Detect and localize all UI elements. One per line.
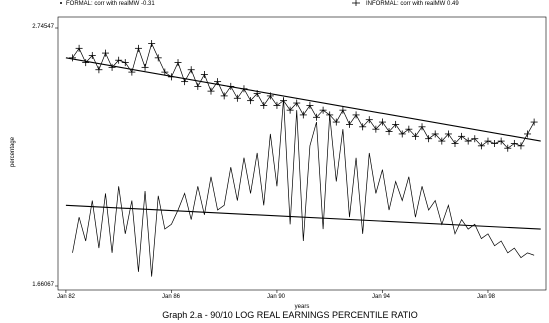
data-point-informal <box>464 137 472 145</box>
data-point-informal <box>187 66 195 74</box>
data-point-informal <box>471 135 479 143</box>
chart-title: Graph 2.a - 90/10 LOG REAL EARNINGS PERC… <box>162 310 418 320</box>
data-point-informal <box>247 97 255 105</box>
x-axis-label: years <box>295 304 310 310</box>
legend-marker-formal <box>60 2 62 4</box>
data-point-informal <box>286 106 294 114</box>
data-point-informal <box>75 44 83 52</box>
data-point-informal <box>405 125 413 133</box>
data-point-informal <box>200 70 208 78</box>
data-point-informal <box>339 106 347 114</box>
data-point-informal <box>220 92 228 100</box>
data-point-informal <box>418 123 426 131</box>
series-markers <box>69 40 538 152</box>
data-point-informal <box>491 139 499 147</box>
y-tick-label-bottom: 1.66067 <box>32 282 54 288</box>
data-point-informal <box>458 132 466 140</box>
data-point-informal <box>378 118 386 126</box>
data-point-informal <box>227 82 235 90</box>
data-point-informal <box>141 63 149 71</box>
data-point-informal <box>451 139 459 147</box>
legend-label-informal: INFORMAL: corr with realMW 0.49 <box>366 1 459 7</box>
data-point-informal <box>128 68 136 76</box>
data-point-informal <box>524 130 532 138</box>
data-point-informal <box>233 94 241 102</box>
x-tick-label-jan86: Jan 86 <box>162 294 181 300</box>
data-point-informal <box>385 128 393 136</box>
data-point-informal <box>115 56 123 64</box>
trend-line-0 <box>65 57 541 142</box>
data-point-informal <box>392 120 400 128</box>
data-point-informal <box>365 116 373 124</box>
series-line-informal <box>72 42 535 149</box>
data-point-informal <box>517 142 525 150</box>
data-point-informal <box>273 101 281 109</box>
series-line-formal <box>72 98 535 277</box>
data-point-informal <box>161 68 169 76</box>
y-tick-label-top: 2.74547 <box>32 24 54 30</box>
data-point-informal <box>332 118 340 126</box>
data-point-informal <box>319 106 327 114</box>
data-point-informal <box>82 59 90 67</box>
data-point-informal <box>167 73 175 81</box>
data-point-informal <box>181 78 189 86</box>
data-point-informal <box>95 66 103 74</box>
data-point-informal <box>207 87 215 95</box>
plot-frame <box>57 16 547 291</box>
data-point-informal <box>359 123 367 131</box>
data-point-informal <box>477 142 485 150</box>
data-point-informal <box>240 85 248 93</box>
data-point-informal <box>134 44 142 52</box>
data-point-informal <box>398 130 406 138</box>
data-point-informal <box>154 54 162 62</box>
trend-line-1 <box>65 204 541 230</box>
data-point-informal <box>497 137 505 145</box>
x-tick-label-jan82: Jan 82 <box>57 294 76 300</box>
data-point-informal <box>510 139 518 147</box>
data-point-informal <box>108 63 116 71</box>
data-point-informal <box>280 97 288 105</box>
trend-lines <box>65 57 541 230</box>
data-point-informal <box>293 99 301 107</box>
data-point-informal <box>411 132 419 140</box>
data-point-informal <box>352 111 360 119</box>
data-point-informal <box>504 144 512 152</box>
data-point-informal <box>438 137 446 145</box>
data-point-informal <box>345 120 353 128</box>
data-point-informal <box>444 130 452 138</box>
data-point-informal <box>88 51 96 59</box>
data-point-informal <box>372 125 380 133</box>
data-point-informal <box>306 101 314 109</box>
data-point-informal <box>174 59 182 67</box>
data-point-informal <box>194 82 202 90</box>
x-tick-label-jan98: Jan 98 <box>477 294 496 300</box>
data-point-informal <box>425 135 433 143</box>
tick-marks <box>55 27 489 293</box>
y-axis-label: percentage <box>10 136 16 167</box>
data-point-informal <box>484 137 492 145</box>
data-point-informal <box>326 111 334 119</box>
data-point-informal <box>299 111 307 119</box>
data-point-informal <box>101 49 109 57</box>
data-point-informal <box>253 90 261 98</box>
data-point-informal <box>266 92 274 100</box>
data-point-informal <box>431 130 439 138</box>
data-point-informal <box>214 78 222 86</box>
data-point-informal <box>121 59 129 67</box>
data-point-informal <box>148 40 156 48</box>
legend-marker-informal <box>352 0 360 6</box>
x-tick-label-jan90: Jan 90 <box>267 294 286 300</box>
x-tick-label-jan94: Jan 94 <box>372 294 391 300</box>
legend-label-formal: FORMAL: corr with realMW -0.31 <box>66 1 155 7</box>
data-point-informal <box>69 54 77 62</box>
data-point-informal <box>530 118 538 126</box>
data-point-informal <box>260 101 268 109</box>
series-lines <box>72 42 535 277</box>
data-point-informal <box>313 113 321 121</box>
legend: FORMAL: corr with realMW -0.31 INFORMAL:… <box>60 0 459 7</box>
